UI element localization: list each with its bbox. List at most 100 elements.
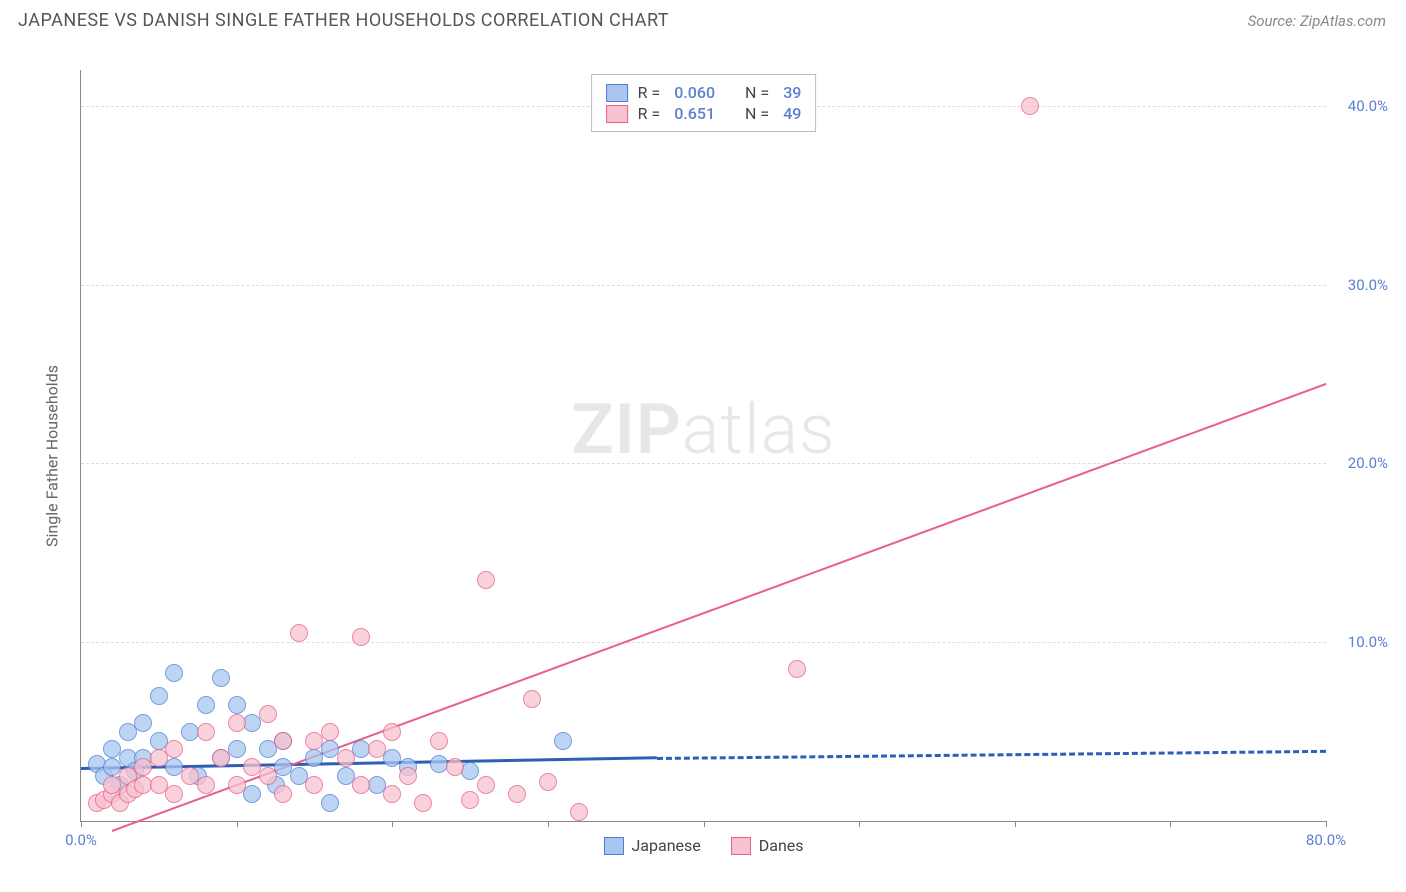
data-point	[150, 732, 168, 750]
data-point	[305, 776, 323, 794]
data-point	[539, 773, 557, 791]
legend-series: Japanese Danes	[603, 836, 803, 855]
data-point	[181, 723, 199, 741]
data-point	[212, 669, 230, 687]
data-point	[321, 723, 339, 741]
data-point	[119, 749, 137, 767]
y-tick-label: 30.0%	[1348, 276, 1388, 294]
gridline	[81, 463, 1326, 464]
legend-stats-row: R = 0.651 N = 49	[606, 104, 802, 123]
data-point	[165, 740, 183, 758]
data-point	[197, 776, 215, 794]
data-point	[508, 785, 526, 803]
data-point	[88, 794, 106, 812]
data-point	[274, 732, 292, 750]
data-point	[150, 776, 168, 794]
data-point	[150, 687, 168, 705]
legend-item: Danes	[731, 836, 804, 855]
data-point	[788, 660, 806, 678]
y-tick-label: 20.0%	[1348, 454, 1388, 472]
data-point	[228, 740, 246, 758]
x-tick	[392, 821, 393, 827]
data-point	[103, 740, 121, 758]
swatch-icon	[603, 837, 623, 855]
data-point	[290, 767, 308, 785]
data-point	[165, 785, 183, 803]
data-point	[352, 740, 370, 758]
data-point	[337, 767, 355, 785]
y-tick-label: 10.0%	[1348, 633, 1388, 651]
trend-line	[81, 757, 657, 771]
gridline	[81, 642, 1326, 643]
x-tick-label: 80.0%	[1306, 831, 1346, 849]
data-point	[181, 767, 199, 785]
data-point	[126, 780, 144, 798]
data-point	[259, 740, 277, 758]
data-point	[523, 690, 541, 708]
data-point	[111, 776, 129, 794]
data-point	[461, 791, 479, 809]
x-tick-label: 0.0%	[65, 831, 97, 849]
data-point	[290, 624, 308, 642]
trend-line-dashed	[657, 749, 1326, 759]
data-point	[103, 785, 121, 803]
data-point	[95, 767, 113, 785]
legend-item: Japanese	[603, 836, 700, 855]
data-point	[189, 767, 207, 785]
data-point	[477, 776, 495, 794]
data-point	[305, 732, 323, 750]
y-tick-label: 40.0%	[1348, 97, 1388, 115]
data-point	[570, 803, 588, 821]
source-attribution: Source: ZipAtlas.com	[1248, 12, 1386, 30]
data-point	[228, 714, 246, 732]
data-point	[383, 785, 401, 803]
x-tick	[237, 821, 238, 827]
data-point	[399, 767, 417, 785]
data-point	[134, 714, 152, 732]
data-point	[554, 732, 572, 750]
data-point	[197, 723, 215, 741]
data-point	[477, 571, 495, 589]
data-point	[119, 723, 137, 741]
data-point	[134, 776, 152, 794]
data-point	[321, 794, 339, 812]
data-point	[274, 785, 292, 803]
chart-container: Single Father Households ZIPatlas R = 0.…	[50, 50, 1396, 862]
x-tick	[859, 821, 860, 827]
data-point	[430, 732, 448, 750]
gridline	[81, 285, 1326, 286]
x-tick	[1326, 821, 1327, 827]
data-point	[274, 732, 292, 750]
data-point	[88, 755, 106, 773]
legend-stats-row: R = 0.060 N = 39	[606, 83, 802, 102]
x-tick	[1015, 821, 1016, 827]
y-axis-label: Single Father Households	[43, 365, 62, 547]
swatch-icon	[606, 84, 628, 102]
plot-area: ZIPatlas R = 0.060 N = 39 R = 0.651 N = …	[80, 70, 1326, 822]
data-point	[243, 758, 261, 776]
data-point	[103, 776, 121, 794]
data-point	[197, 696, 215, 714]
data-point	[165, 664, 183, 682]
data-point	[119, 767, 137, 785]
data-point	[414, 794, 432, 812]
data-point	[126, 762, 144, 780]
data-point	[111, 794, 129, 812]
x-tick	[81, 821, 82, 827]
chart-title: JAPANESE VS DANISH SINGLE FATHER HOUSEHO…	[18, 10, 669, 31]
data-point	[383, 749, 401, 767]
trend-line	[112, 383, 1327, 832]
swatch-icon	[606, 105, 628, 123]
legend-stats: R = 0.060 N = 39 R = 0.651 N = 49	[591, 74, 817, 132]
data-point	[243, 785, 261, 803]
data-point	[95, 791, 113, 809]
data-point	[368, 740, 386, 758]
data-point	[461, 762, 479, 780]
data-point	[119, 785, 137, 803]
data-point	[228, 696, 246, 714]
watermark: ZIPatlas	[571, 389, 835, 471]
data-point	[243, 714, 261, 732]
swatch-icon	[731, 837, 751, 855]
x-tick	[704, 821, 705, 827]
data-point	[267, 776, 285, 794]
